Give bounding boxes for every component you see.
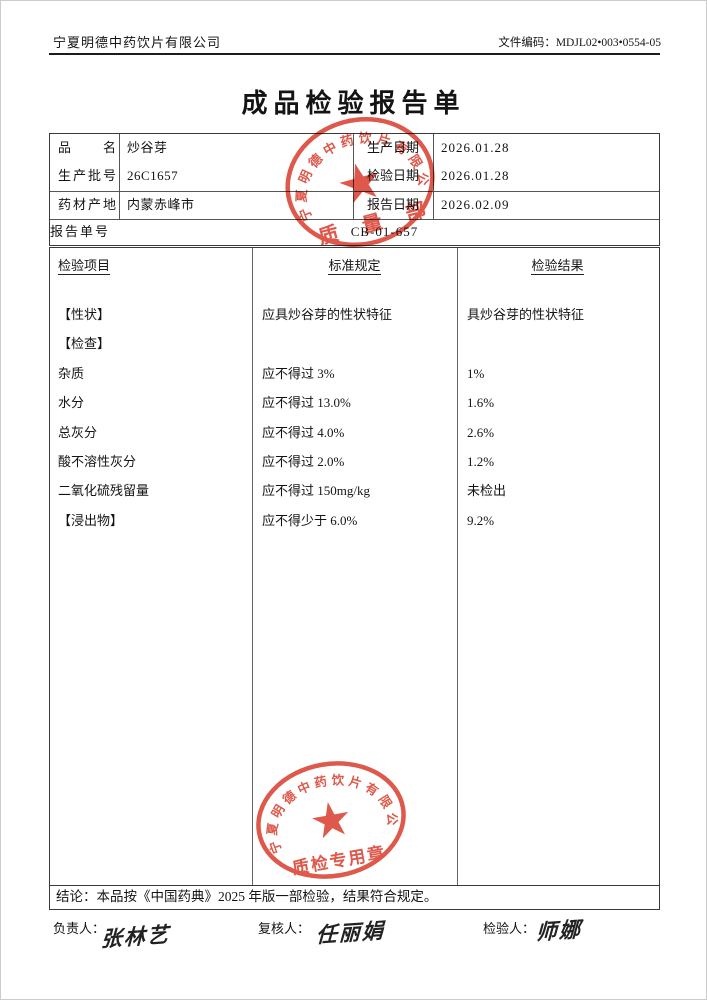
row-standard: 应不得过 13.0%: [262, 395, 351, 411]
table-row: 【浸出物】 应不得少于 6.0% 9.2%: [50, 506, 659, 535]
info-label: 生产批号: [58, 168, 116, 184]
row-result: 具炒谷芽的性状特征: [467, 307, 585, 322]
results-divider-v1: [252, 248, 253, 885]
table-row: 【性状】 应具炒谷芽的性状特征 具炒谷芽的性状特征: [50, 300, 659, 329]
row-result: 1.2%: [467, 453, 495, 469]
report-no-label: 报告单号: [50, 224, 108, 239]
info-label2: 生产日期: [366, 140, 419, 155]
info-value: 炒谷芽: [127, 140, 168, 155]
row-result: 2.6%: [467, 424, 495, 440]
document-code: 文件编码：MDJL02•003•0554-05: [498, 37, 661, 49]
results-table-header: 检验项目 标准规定 检验结果: [50, 255, 659, 277]
header-rule: [49, 53, 660, 55]
row-item: 杂质: [58, 365, 85, 381]
row-item: 【性状】: [58, 307, 111, 322]
inspector-label: 检验人：: [483, 921, 536, 936]
responsible-label: 负责人：: [53, 921, 106, 936]
info-value: 26C1657: [127, 168, 179, 184]
info-divider-v1: [119, 134, 120, 219]
header-standard-col: 标准规定: [328, 258, 381, 275]
table-row: 杂质 应不得过 3% 1%: [50, 359, 659, 388]
product-info-table: 品名 炒谷芽 生产日期 2026.01.28 生产批号 26C1657 检验日期 2026.0…: [49, 133, 660, 246]
row-item: 二氧化硫残留量: [58, 483, 150, 499]
info-label: 品名: [58, 140, 116, 155]
report-no-value: CB-01-657: [350, 224, 419, 239]
results-divider-v2: [457, 248, 458, 885]
reviewer-label: 复核人：: [258, 921, 311, 936]
info-divider-v3: [433, 134, 434, 219]
row-standard: 应不得少于 6.0%: [262, 512, 358, 528]
company-name: 宁夏明德中药饮片有限公司: [53, 35, 222, 50]
row-standard: 应不得过 150mg/kg: [262, 483, 370, 499]
row-result: 9.2%: [467, 512, 495, 528]
conclusion-text: 结论：本品按《中国药典》2025 年版一部检验，结果符合规定。: [49, 885, 660, 910]
info-value2: 2026.01.28: [441, 168, 510, 184]
row-item: 【浸出物】: [58, 512, 124, 528]
responsible-signature: 张林艺: [100, 922, 171, 952]
inspector-signature: 师娜: [535, 917, 583, 945]
row-standard: 应不得过 2.0%: [262, 453, 345, 469]
row-result: 1%: [467, 365, 485, 381]
info-label: 药材产地: [58, 196, 116, 212]
info-label2: 检验日期: [366, 168, 419, 184]
row-result: [457, 329, 658, 358]
header-item-col: 检验项目: [58, 258, 111, 275]
signature-row: 负责人： 张林艺 复核人： 任丽娟 检验人： 师娜: [1, 915, 706, 965]
row-item: 水分: [58, 395, 85, 411]
results-table: 检验项目 标准规定 检验结果 【性状】 应具炒谷芽的性状特征 具炒谷芽的性状特征【检…: [49, 247, 660, 886]
info-value2: 2026.01.28: [441, 140, 510, 155]
row-result: 未检出: [467, 483, 507, 499]
row-standard: 应具炒谷芽的性状特征: [262, 307, 393, 322]
table-row: 二氧化硫残留量 应不得过 150mg/kg 未检出: [50, 476, 659, 505]
table-row: 总灰分 应不得过 4.0% 2.6%: [50, 418, 659, 447]
row-item: 【检查】: [58, 336, 111, 352]
table-row: 酸不溶性灰分 应不得过 2.0% 1.2%: [50, 447, 659, 476]
row-item: 酸不溶性灰分: [58, 453, 137, 469]
table-row: 【检查】: [50, 329, 659, 358]
reviewer-signature: 任丽娟: [315, 918, 386, 948]
table-row: 水分 应不得过 13.0% 1.6%: [50, 388, 659, 417]
row-item: 总灰分: [58, 424, 98, 440]
row-standard: 应不得过 3%: [262, 365, 335, 381]
page-title: 成品检验报告单: [241, 89, 466, 118]
header-result-col: 检验结果: [531, 258, 584, 275]
results-rows: 【性状】 应具炒谷芽的性状特征 具炒谷芽的性状特征【检查】杂质 应不得过 3% 1% 水分…: [50, 300, 659, 535]
info-value: 内蒙赤峰市: [127, 196, 195, 212]
row-standard: 应不得过 4.0%: [262, 424, 345, 440]
info-value2: 2026.02.09: [441, 196, 510, 212]
row-standard: [252, 329, 457, 358]
info-label2: 报告日期: [366, 196, 419, 212]
row-result: 1.6%: [467, 395, 495, 411]
